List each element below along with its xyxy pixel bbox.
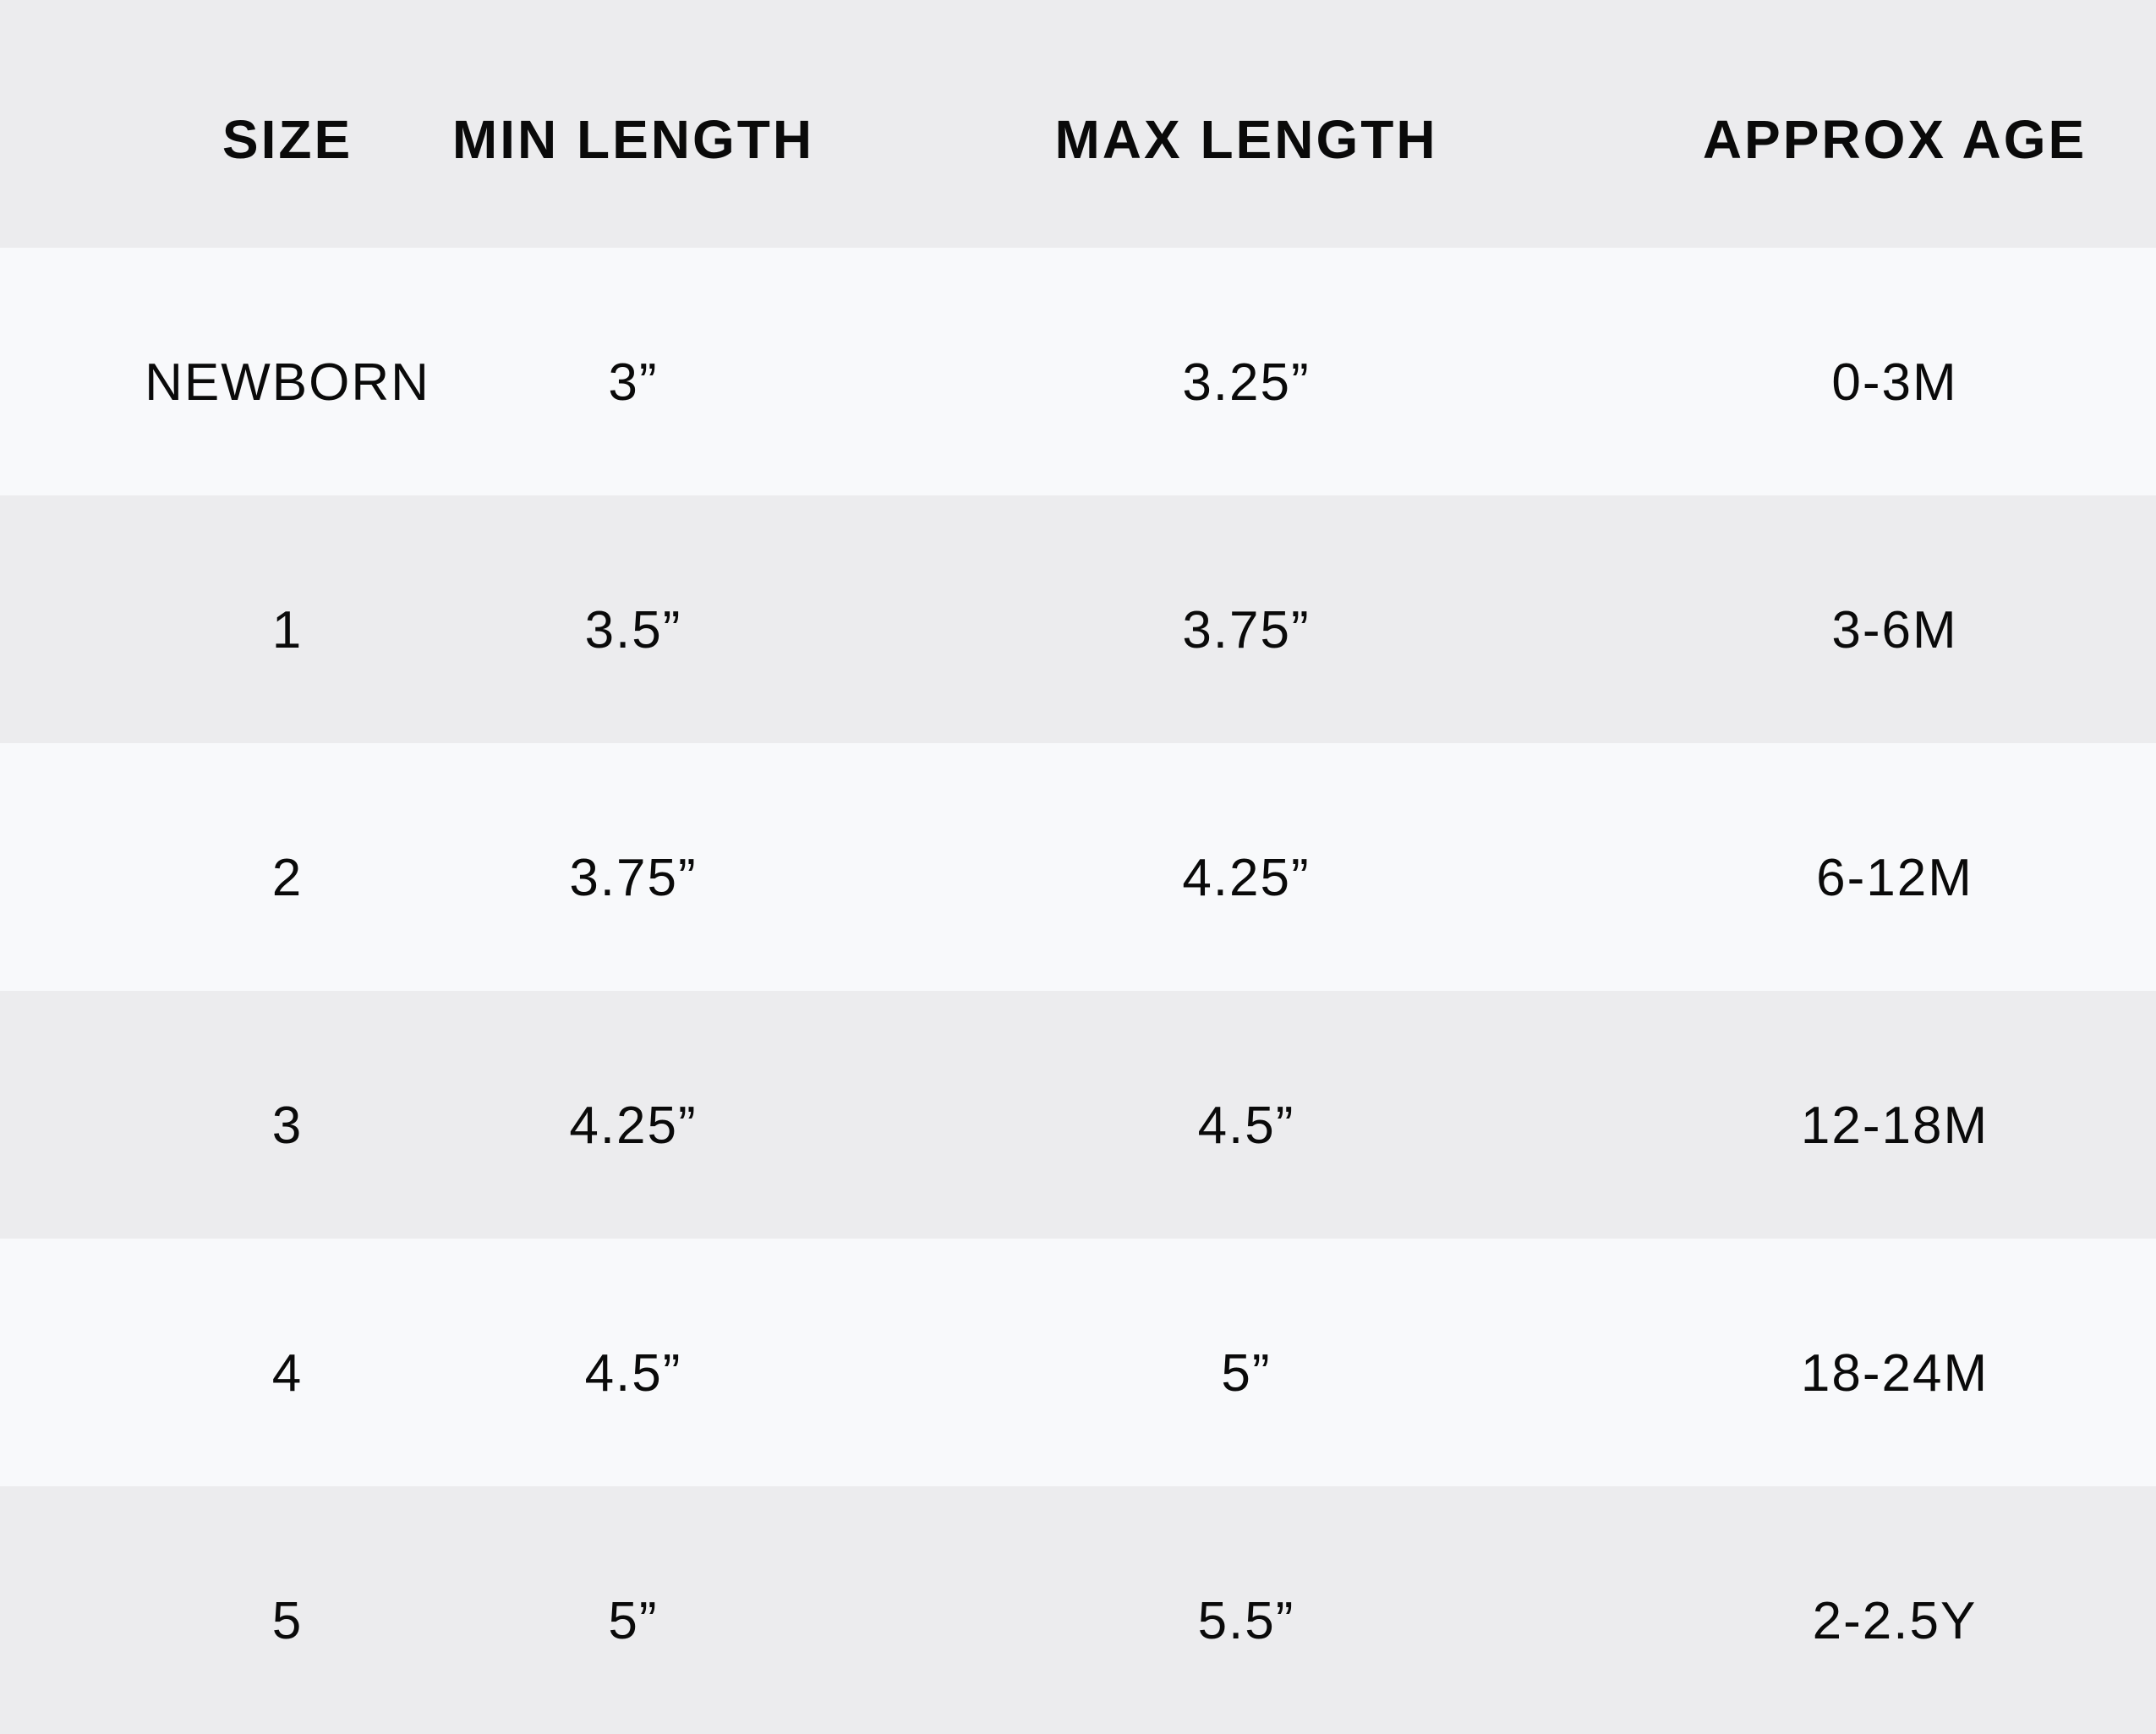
- cell-max-length: 5.5”: [1197, 1592, 1295, 1650]
- cell-approx-age: 2-2.5Y: [1812, 1592, 1978, 1650]
- cell-size: 4: [271, 1344, 304, 1403]
- header-row: SIZE MIN LENGTH MAX LENGTH APPROX AGE: [0, 0, 2156, 248]
- cell-min-length: 5”: [608, 1592, 659, 1650]
- table-row: NEWBORN 3” 3.25” 0-3M: [0, 248, 2156, 495]
- cell-min-length: 3”: [608, 353, 659, 412]
- cell-min-length: 4.5”: [584, 1344, 682, 1403]
- cell-size: 3: [271, 1097, 304, 1155]
- header-size: SIZE: [222, 108, 353, 170]
- cell-min-length: 3.75”: [569, 849, 698, 907]
- cell-approx-age: 18-24M: [1800, 1344, 1989, 1403]
- cell-max-length: 3.25”: [1182, 353, 1311, 412]
- cell-max-length: 3.75”: [1182, 601, 1311, 659]
- cell-size: 1: [271, 601, 304, 659]
- cell-max-length: 4.25”: [1182, 849, 1311, 907]
- cell-approx-age: 12-18M: [1800, 1097, 1989, 1155]
- cell-max-length: 5”: [1221, 1344, 1272, 1403]
- cell-size: NEWBORN: [145, 353, 430, 412]
- cell-min-length: 4.25”: [569, 1097, 698, 1155]
- table-row: 4 4.5” 5” 18-24M: [0, 1239, 2156, 1486]
- cell-approx-age: 3-6M: [1831, 601, 1958, 659]
- header-max-length: MAX LENGTH: [1054, 108, 1438, 170]
- cell-min-length: 3.5”: [584, 601, 682, 659]
- cell-approx-age: 0-3M: [1831, 353, 1958, 412]
- cell-approx-age: 6-12M: [1816, 849, 1973, 907]
- table-row: 1 3.5” 3.75” 3-6M: [0, 495, 2156, 743]
- cell-max-length: 4.5”: [1197, 1097, 1295, 1155]
- table-row: 2 3.75” 4.25” 6-12M: [0, 743, 2156, 991]
- cell-size: 5: [271, 1592, 304, 1650]
- table-row: 5 5” 5.5” 2-2.5Y: [0, 1486, 2156, 1734]
- header-min-length: MIN LENGTH: [451, 108, 815, 170]
- table-row: 3 4.25” 4.5” 12-18M: [0, 991, 2156, 1239]
- header-approx-age: APPROX AGE: [1702, 108, 2088, 170]
- cell-size: 2: [271, 849, 304, 907]
